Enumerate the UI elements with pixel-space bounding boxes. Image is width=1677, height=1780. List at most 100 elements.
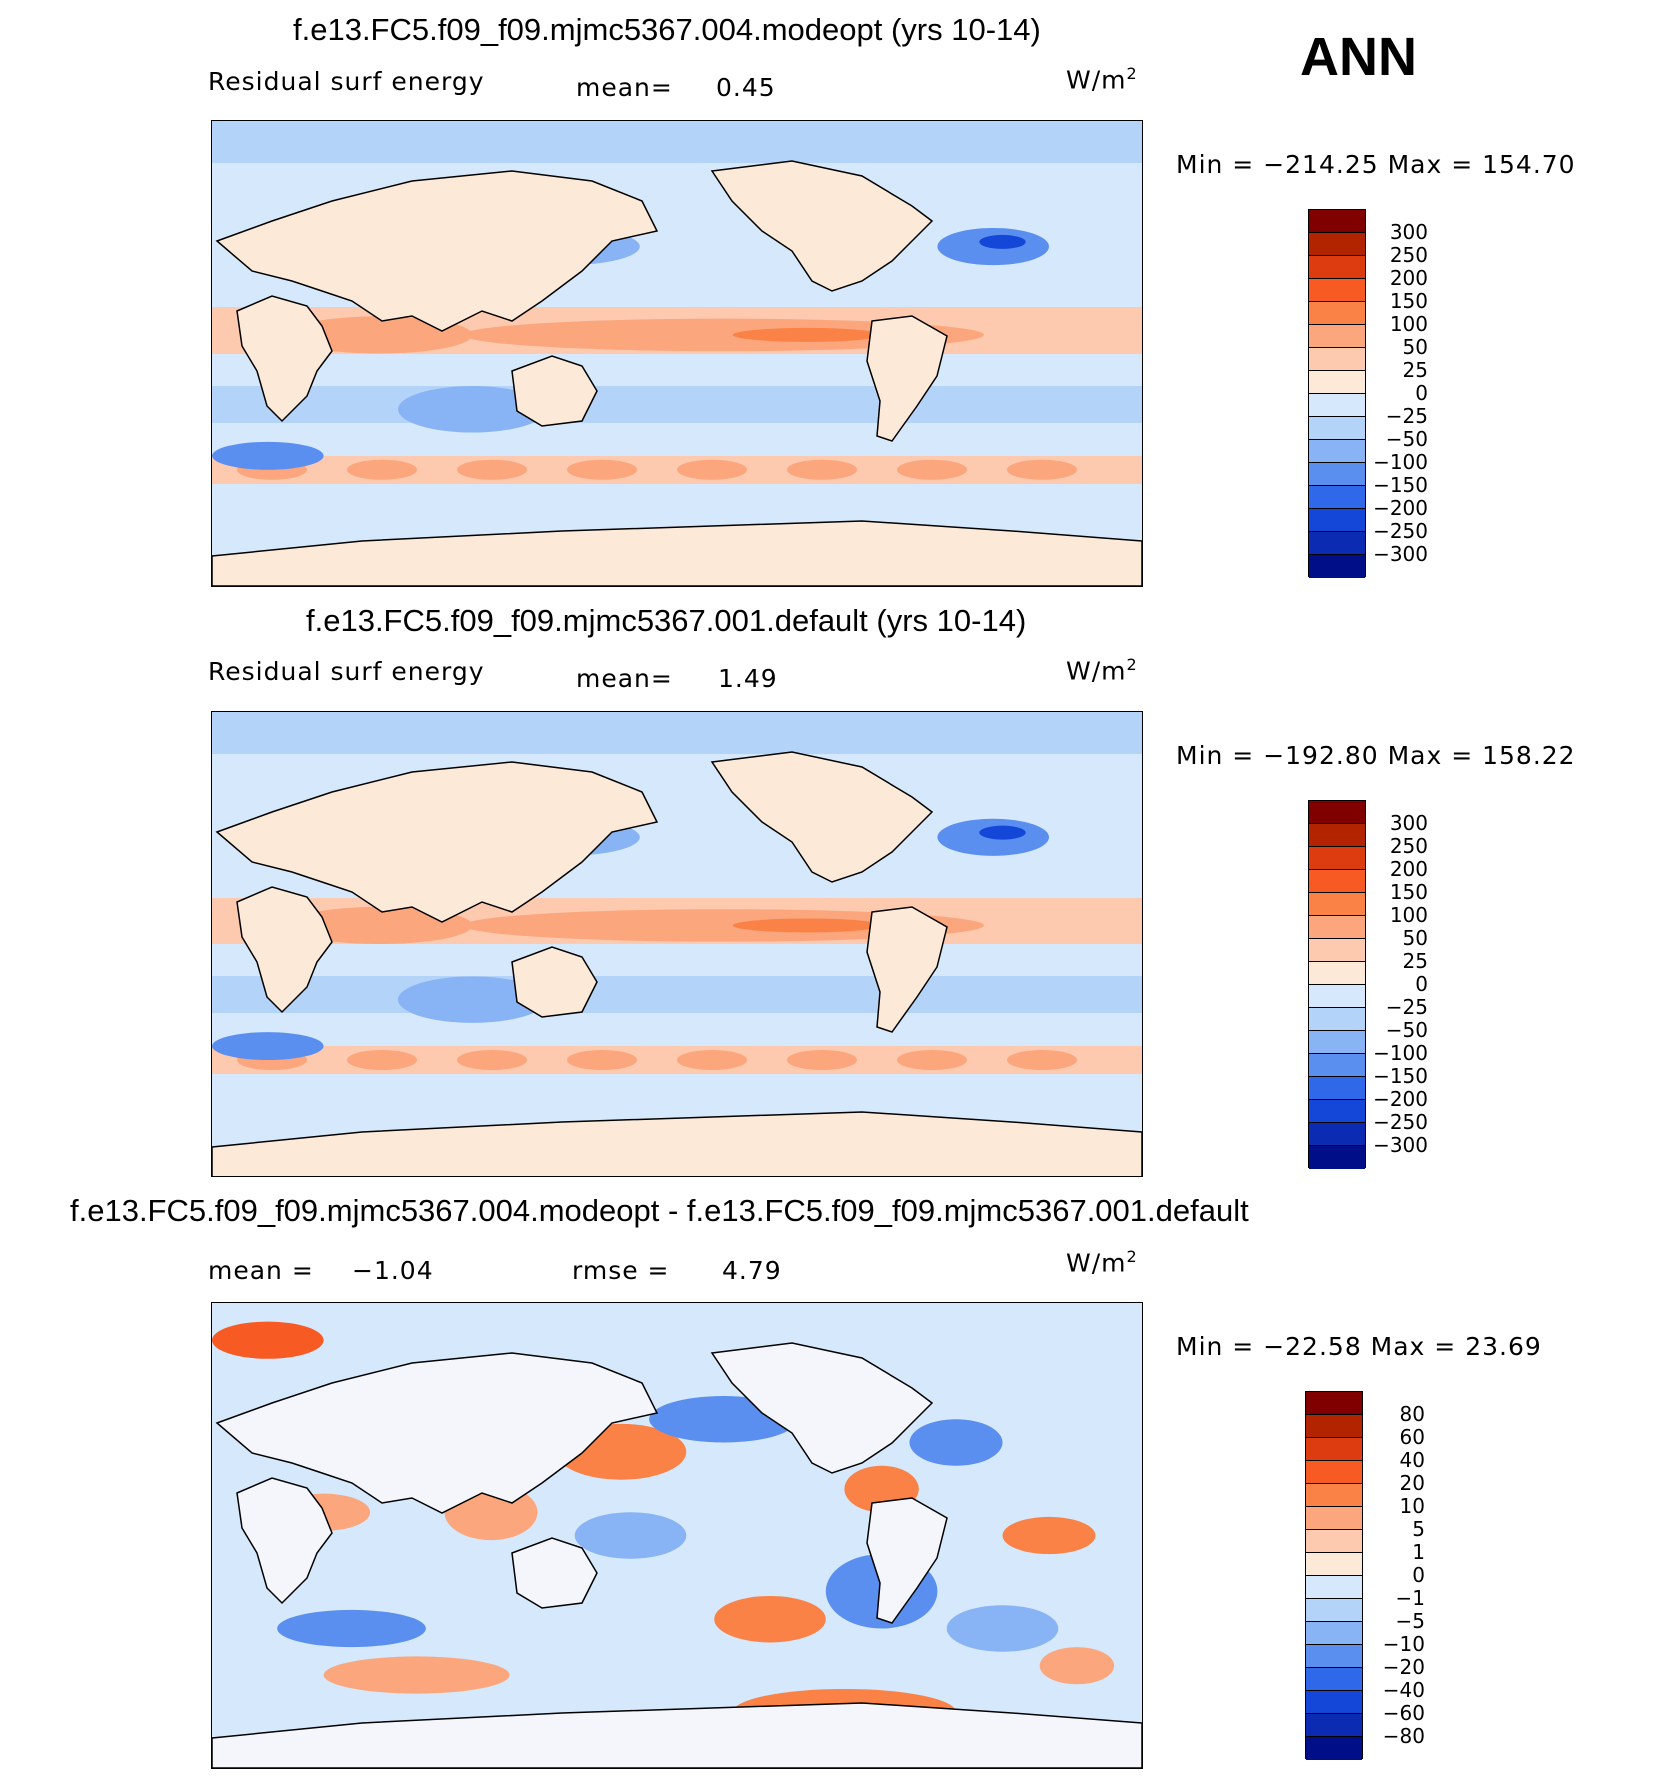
continent-outline: [236, 1477, 333, 1605]
colorbar-tick-label: 60: [1399, 1425, 1425, 1449]
panel2-title: f.e13.FC5.f09_f09.mjmc5367.001.default (…: [306, 603, 1027, 638]
panel2-minmax: Min = −192.80 Max = 158.22: [1176, 741, 1576, 770]
panel1-title: f.e13.FC5.f09_f09.mjmc5367.004.modeopt (…: [293, 12, 1041, 47]
colorbar-swatch: [1306, 1415, 1362, 1438]
continent-outline: [212, 1111, 1142, 1176]
colorbar-tick-label: −40: [1382, 1678, 1425, 1702]
colorbar-swatch: [1306, 1507, 1362, 1530]
indian-warm-core: [286, 316, 473, 354]
difference-patch: [909, 1419, 1003, 1466]
difference-patch: [946, 1605, 1059, 1652]
panel1-mean-label: mean=: [576, 73, 673, 102]
colorbar-tick-label: −50: [1385, 427, 1428, 451]
panel3-title: f.e13.FC5.f09_f09.mjmc5367.004.modeopt -…: [70, 1193, 1249, 1228]
panel3-minmax: Min = −22.58 Max = 23.69: [1176, 1332, 1542, 1361]
colorbar-tick-label: −300: [1373, 1133, 1428, 1157]
difference-patch: [574, 1512, 687, 1559]
difference-patch: [1039, 1647, 1115, 1685]
colorbar-tick-label: 200: [1389, 266, 1428, 290]
agulhas-cool: [212, 441, 324, 470]
colorbar-tick-label: 200: [1389, 857, 1428, 881]
continent-outline: [866, 906, 948, 1033]
continent-outline: [511, 946, 598, 1018]
southern-warm-patch: [1007, 1050, 1077, 1070]
continent-outline: [212, 520, 1142, 586]
colorbar-tick-label: −50: [1385, 1018, 1428, 1042]
colorbar-swatch: [1309, 440, 1365, 463]
colorbar-tick-label: 5: [1412, 1517, 1425, 1541]
colorbar-swatch: [1309, 1077, 1365, 1100]
continent-outline: [710, 751, 934, 883]
colorbar-tick-label: −250: [1373, 519, 1428, 543]
colorbar-tick-label: 100: [1389, 312, 1428, 336]
colorbar-swatch: [1309, 371, 1365, 394]
colorbar-tick-label: 250: [1389, 834, 1428, 858]
difference-patch: [714, 1595, 826, 1643]
colorbar-swatch: [1309, 463, 1365, 486]
colorbar-tick-label: 250: [1389, 243, 1428, 267]
difference-patch: [323, 1656, 510, 1694]
panel3-units: W/m2: [1066, 1247, 1138, 1278]
colorbar-swatch: [1306, 1553, 1362, 1576]
panel3-mean-value: −1.04: [352, 1256, 434, 1285]
colorbar-tick-label: −300: [1373, 542, 1428, 566]
colorbar-tick-label: 150: [1389, 880, 1428, 904]
colorbar-swatch: [1309, 1031, 1365, 1054]
difference-patch: [1002, 1516, 1096, 1555]
southern-warm-patch: [897, 459, 967, 480]
colorbar-tick-label: −60: [1382, 1701, 1425, 1725]
colorbar-swatch: [1306, 1438, 1362, 1461]
panel1-units: W/m2: [1066, 64, 1138, 95]
colorbar-swatch: [1306, 1599, 1362, 1622]
colorbar-swatch: [1309, 348, 1365, 371]
colorbar-tick-label: 25: [1402, 358, 1428, 382]
colorbar-swatch: [1309, 893, 1365, 916]
colorbar-swatch: [1309, 555, 1365, 578]
colorbar-tick-label: 50: [1402, 335, 1428, 359]
colorbar-tick-label: −25: [1385, 995, 1428, 1019]
southern-warm-patch: [457, 459, 527, 480]
colorbar-swatch: [1309, 279, 1365, 302]
continent-outline: [236, 295, 333, 423]
arctic-cool-band: [212, 121, 1142, 163]
colorbar-tick-label: −10: [1382, 1632, 1425, 1656]
colorbar-swatch: [1309, 870, 1365, 893]
colorbar-swatch: [1306, 1714, 1362, 1737]
colorbar-tick-label: −150: [1373, 473, 1428, 497]
colorbar-tick-label: 25: [1402, 949, 1428, 973]
gulfstream-core: [979, 234, 1026, 249]
panel3-colorbar: [1305, 1391, 1363, 1760]
colorbar-tick-label: −100: [1373, 1041, 1428, 1065]
panel3-rmse-label: rmse =: [572, 1256, 670, 1285]
colorbar-swatch: [1309, 256, 1365, 279]
colorbar-tick-label: 0: [1412, 1563, 1425, 1587]
colorbar-tick-label: 1: [1412, 1540, 1425, 1564]
colorbar-tick-label: 50: [1402, 926, 1428, 950]
continent-outline: [236, 886, 333, 1014]
colorbar-tick-label: 10: [1399, 1494, 1425, 1518]
continent-outline: [215, 761, 659, 923]
continent-outline: [511, 1537, 598, 1609]
panel1-variable: Residual surf energy: [208, 67, 485, 96]
colorbar-swatch: [1309, 985, 1365, 1008]
colorbar-tick-label: −250: [1373, 1110, 1428, 1134]
colorbar-tick-label: −200: [1373, 496, 1428, 520]
colorbar-tick-label: −25: [1385, 404, 1428, 428]
continent-outline: [215, 1352, 659, 1514]
southern-warm-patch: [567, 1050, 637, 1070]
colorbar-tick-label: −1: [1395, 1586, 1425, 1610]
colorbar-swatch: [1306, 1484, 1362, 1507]
indian-cool-patch: [398, 976, 547, 1023]
pacific-warm-max: [732, 918, 882, 933]
colorbar-swatch: [1309, 394, 1365, 417]
pacific-warm-core: [463, 909, 984, 942]
pacific-warm-core: [463, 318, 984, 352]
colorbar-tick-label: −200: [1373, 1087, 1428, 1111]
difference-patch: [277, 1609, 426, 1648]
southern-warm-patch: [457, 1050, 527, 1070]
panel1-colorbar: [1308, 209, 1366, 578]
colorbar-tick-label: 40: [1399, 1448, 1425, 1472]
southern-warm-patch: [787, 459, 857, 480]
colorbar-swatch: [1309, 939, 1365, 962]
colorbar-swatch: [1309, 824, 1365, 847]
